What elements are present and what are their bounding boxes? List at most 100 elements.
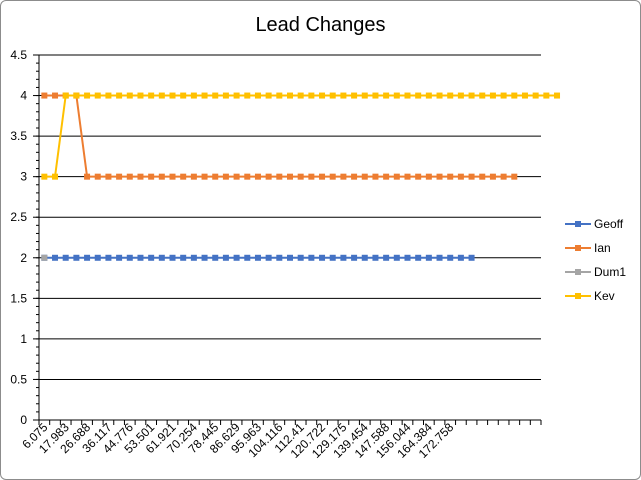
data-point-kev bbox=[372, 92, 379, 99]
data-point-geoff bbox=[73, 254, 80, 261]
chart-legend: Geoff Ian Dum1 Kev bbox=[565, 212, 626, 308]
data-point-ian bbox=[105, 173, 112, 180]
data-point-geoff bbox=[84, 254, 91, 261]
data-point-geoff bbox=[436, 254, 443, 261]
data-point-ian bbox=[158, 173, 165, 180]
legend-item-dum1: Dum1 bbox=[565, 260, 626, 284]
data-point-kev bbox=[447, 92, 454, 99]
data-point-kev bbox=[94, 92, 101, 99]
data-point-geoff bbox=[148, 254, 155, 261]
data-point-geoff bbox=[447, 254, 454, 261]
data-point-kev bbox=[500, 92, 507, 99]
data-point-ian bbox=[319, 173, 326, 180]
data-point-ian bbox=[393, 173, 400, 180]
data-point-kev bbox=[383, 92, 390, 99]
data-point-ian bbox=[511, 173, 518, 180]
data-point-geoff bbox=[212, 254, 219, 261]
data-point-ian bbox=[287, 173, 293, 180]
data-point-ian bbox=[116, 173, 123, 180]
data-point-kev bbox=[361, 92, 368, 99]
data-point-ian bbox=[169, 173, 176, 180]
data-point-kev bbox=[319, 92, 326, 99]
data-point-kev bbox=[308, 92, 315, 99]
data-point-ian bbox=[372, 173, 379, 180]
data-point-geoff bbox=[190, 254, 197, 261]
data-point-ian bbox=[436, 173, 443, 180]
data-point-kev bbox=[297, 92, 304, 99]
data-point-geoff bbox=[169, 254, 176, 261]
legend-label-kev: Kev bbox=[594, 289, 615, 303]
data-point-kev bbox=[52, 173, 59, 180]
data-point-kev bbox=[468, 92, 475, 99]
data-point-kev bbox=[521, 92, 528, 99]
data-point-kev bbox=[169, 92, 176, 99]
data-point-ian bbox=[254, 173, 261, 180]
data-point-geoff bbox=[319, 254, 326, 261]
data-point-geoff bbox=[372, 254, 379, 261]
y-tick-label: 1 bbox=[20, 332, 27, 346]
y-tick-label: 3 bbox=[20, 170, 27, 184]
data-point-geoff bbox=[404, 254, 411, 261]
data-point-geoff bbox=[116, 254, 123, 261]
data-point-kev bbox=[489, 92, 496, 99]
y-tick-label: 1.5 bbox=[10, 291, 27, 305]
legend-item-ian: Ian bbox=[565, 236, 626, 260]
data-point-geoff bbox=[201, 254, 208, 261]
chart-title: Lead Changes bbox=[255, 14, 386, 36]
data-point-geoff bbox=[457, 254, 464, 261]
y-tick-label: 0.5 bbox=[10, 372, 27, 386]
data-point-kev bbox=[532, 92, 539, 99]
data-point-geoff bbox=[52, 254, 59, 261]
data-point-ian bbox=[415, 173, 422, 180]
data-point-geoff bbox=[287, 254, 293, 261]
data-point-kev bbox=[73, 92, 80, 99]
data-point-geoff bbox=[340, 254, 347, 261]
data-point-kev bbox=[84, 92, 91, 99]
data-point-kev bbox=[554, 92, 561, 99]
data-point-ian bbox=[425, 173, 432, 180]
data-point-ian bbox=[404, 173, 411, 180]
data-point-geoff bbox=[233, 254, 240, 261]
data-point-kev bbox=[233, 92, 240, 99]
data-point-geoff bbox=[383, 254, 390, 261]
data-point-ian bbox=[84, 173, 91, 180]
data-point-kev bbox=[254, 92, 261, 99]
data-point-kev bbox=[425, 92, 432, 99]
data-point-ian bbox=[479, 173, 486, 180]
data-point-ian bbox=[201, 173, 208, 180]
data-point-kev bbox=[41, 173, 48, 180]
data-point-geoff bbox=[415, 254, 422, 261]
data-point-geoff bbox=[425, 254, 432, 261]
data-point-ian bbox=[297, 173, 304, 180]
data-point-ian bbox=[351, 173, 358, 180]
data-point-geoff bbox=[468, 254, 475, 261]
data-point-kev bbox=[329, 92, 336, 99]
data-point-ian bbox=[383, 173, 390, 180]
data-point-kev bbox=[265, 92, 272, 99]
data-point-geoff bbox=[276, 254, 283, 261]
data-point-ian bbox=[276, 173, 283, 180]
data-point-geoff bbox=[244, 254, 251, 261]
data-point-ian bbox=[265, 173, 272, 180]
legend-label-dum1: Dum1 bbox=[594, 265, 627, 279]
data-point-geoff bbox=[222, 254, 229, 261]
data-point-ian bbox=[457, 173, 464, 180]
data-point-ian bbox=[94, 173, 101, 180]
data-point-geoff bbox=[158, 254, 165, 261]
y-tick-label: 2 bbox=[20, 251, 27, 265]
data-point-ian bbox=[212, 173, 219, 180]
legend-swatch-geoff bbox=[565, 219, 591, 229]
y-tick-label: 3.5 bbox=[10, 129, 27, 143]
data-point-ian bbox=[361, 173, 368, 180]
data-point-geoff bbox=[329, 254, 336, 261]
y-tick-label: 4.5 bbox=[10, 48, 27, 62]
data-point-kev bbox=[212, 92, 219, 99]
data-point-kev bbox=[137, 92, 144, 99]
data-point-kev bbox=[351, 92, 358, 99]
y-tick-label: 4 bbox=[20, 89, 27, 103]
legend-swatch-ian bbox=[565, 243, 591, 253]
data-point-ian bbox=[233, 173, 240, 180]
data-point-kev bbox=[276, 92, 283, 99]
data-point-ian bbox=[244, 173, 251, 180]
